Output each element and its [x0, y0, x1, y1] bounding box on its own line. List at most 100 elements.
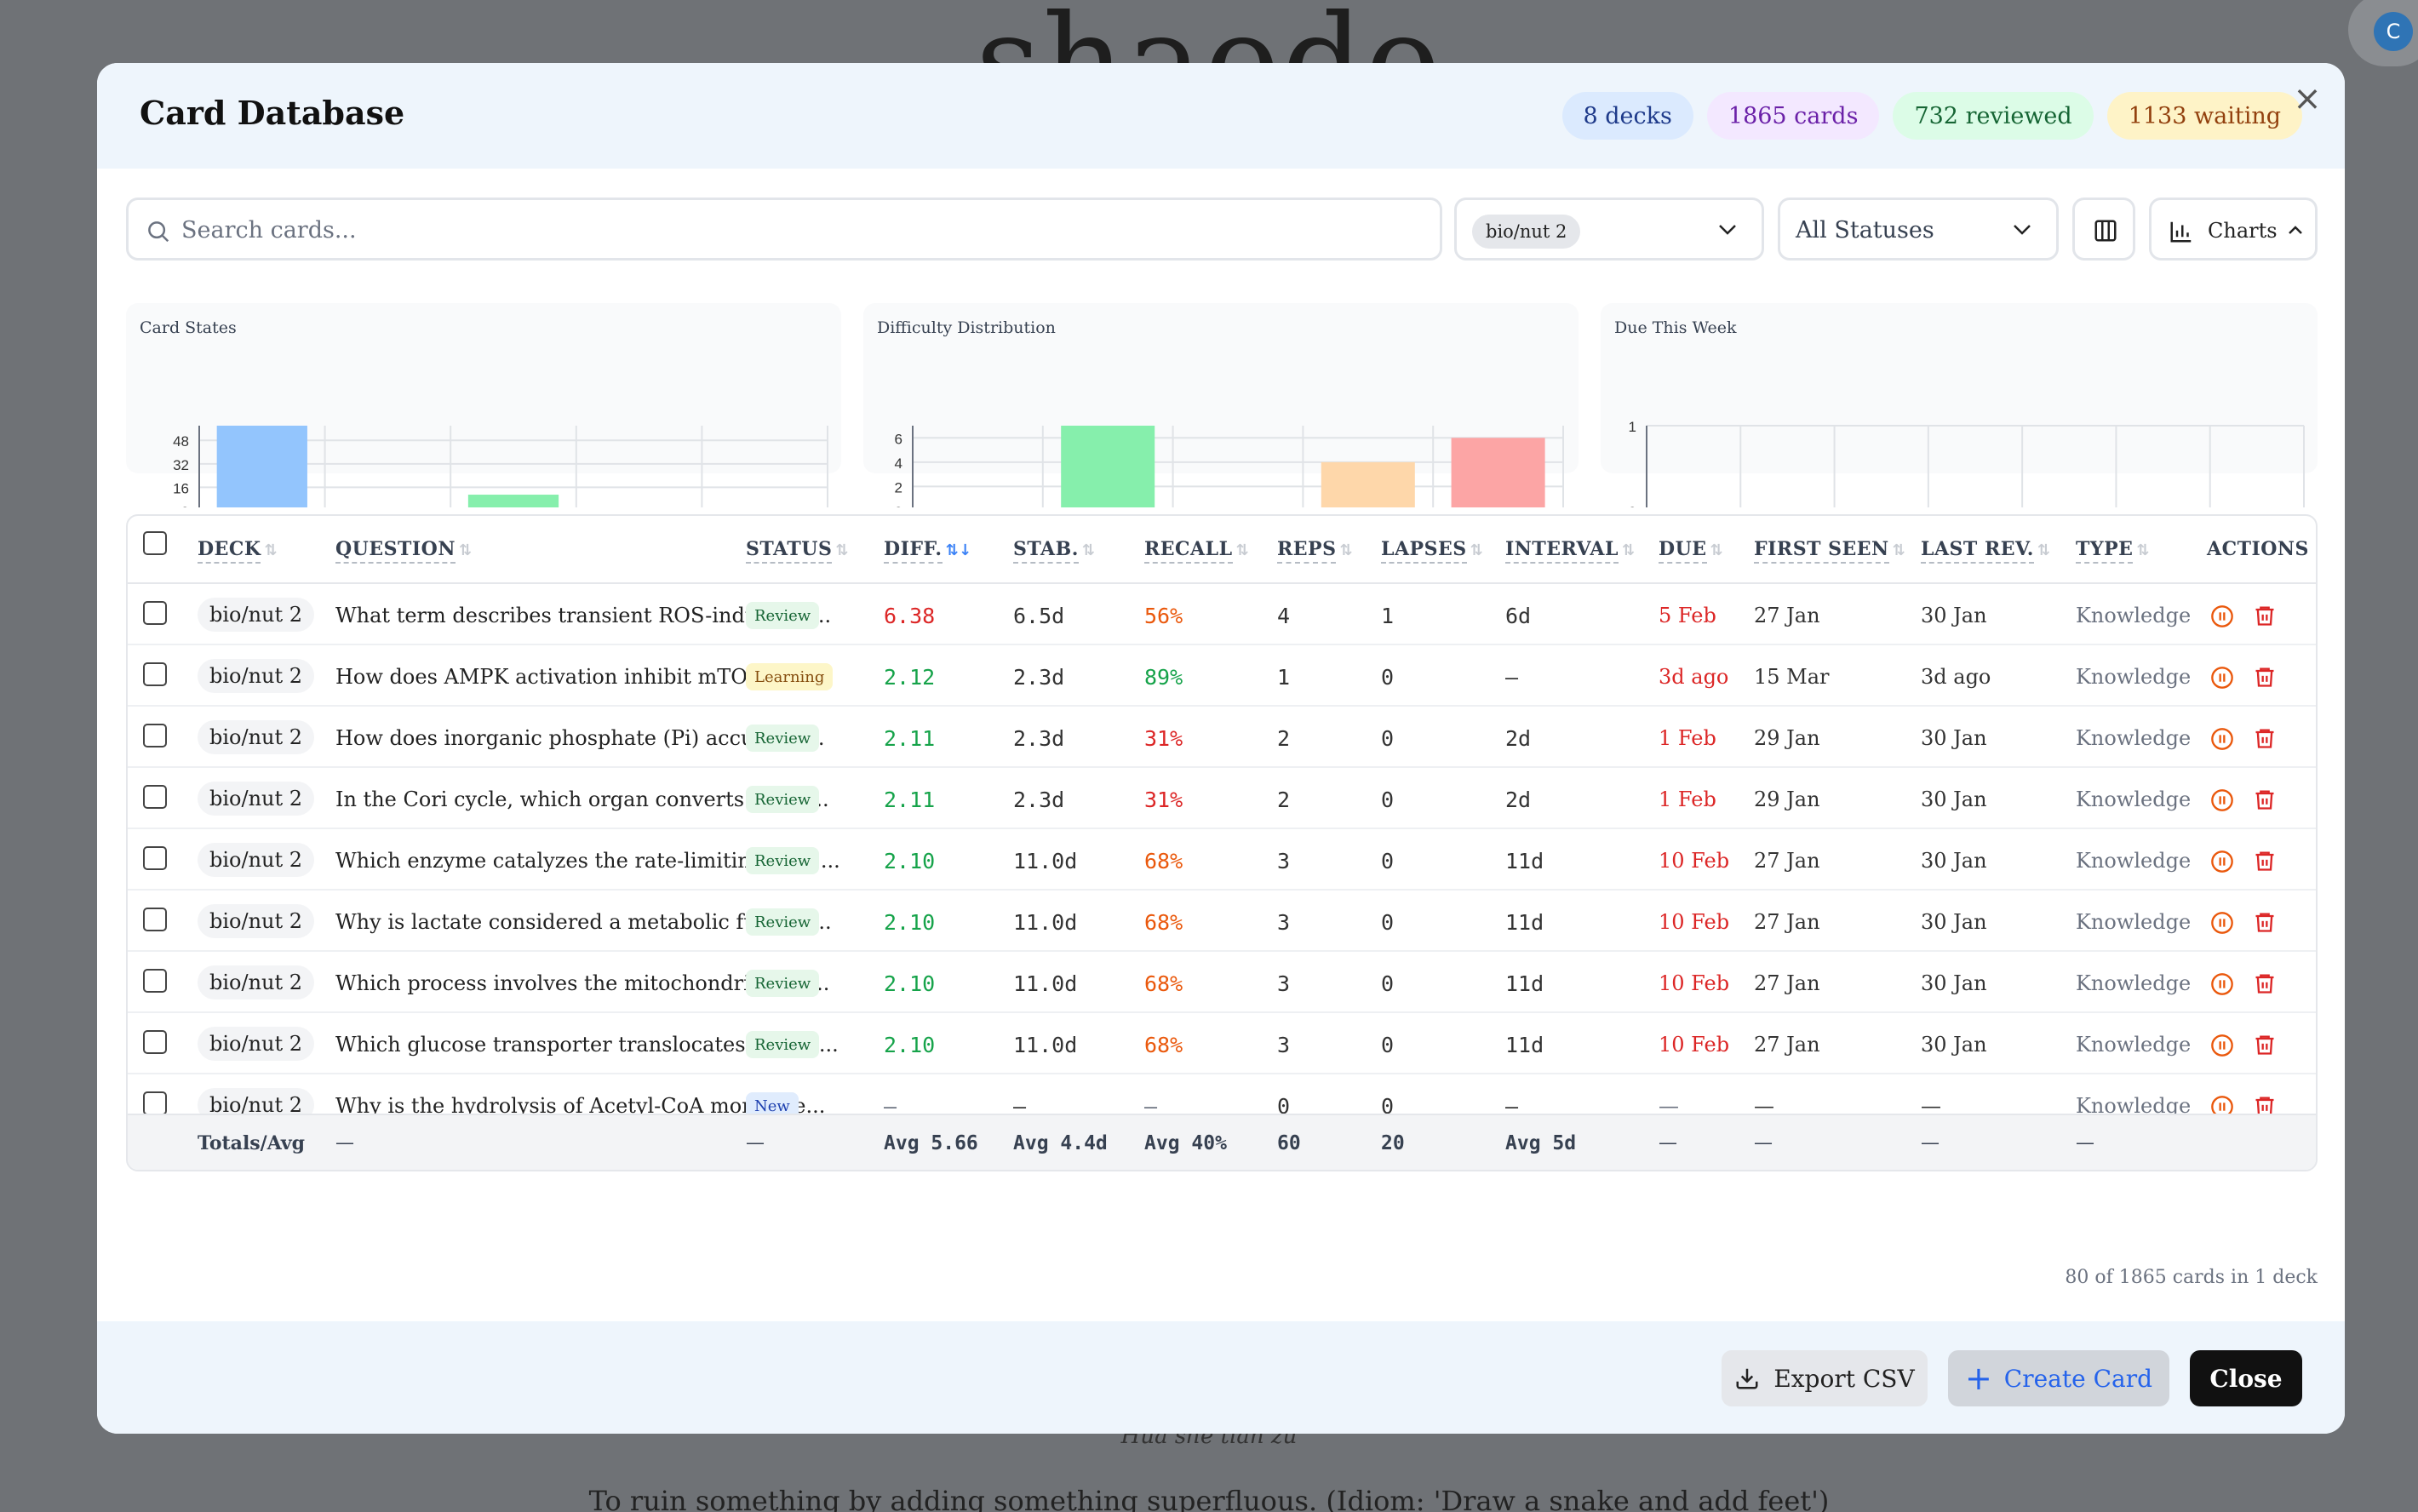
difficulty-distribution-chart: Difficulty Distribution 64200–22–44–66–8…: [863, 303, 1579, 507]
row-checkbox[interactable]: [143, 908, 167, 931]
avatar[interactable]: C: [2374, 12, 2413, 51]
table-row[interactable]: bio/nut 2 How does AMPK activation inhibi…: [128, 645, 2316, 707]
recall-cell: 31%: [1144, 788, 1183, 812]
header-diff[interactable]: DIFF. ⇅↓: [884, 538, 972, 564]
stability-cell: 11.0d: [1013, 849, 1078, 873]
interval-cell: 11d: [1505, 910, 1544, 935]
columns-button[interactable]: [2072, 198, 2135, 261]
y-tick-label: 16: [173, 480, 189, 496]
header-due[interactable]: DUE ⇅: [1659, 538, 1723, 564]
difficulty-cell: 2.12: [884, 665, 936, 690]
type-cell: Knowledge: [2076, 849, 2192, 873]
table-row[interactable]: bio/nut 2 How does inorganic phosphate (P…: [128, 707, 2316, 768]
suspend-icon[interactable]: [2210, 666, 2234, 690]
row-checkbox[interactable]: [143, 846, 167, 870]
totals-stab: Avg 4.4d: [1013, 1132, 1108, 1154]
header-stab[interactable]: STAB. ⇅: [1013, 538, 1095, 564]
table-row[interactable]: bio/nut 2 Which process involves the mito…: [128, 952, 2316, 1013]
header-status[interactable]: STATUS ⇅: [746, 538, 849, 564]
search-input[interactable]: [181, 210, 1424, 249]
status-badge: Review: [746, 908, 820, 936]
last-review-cell: 30 Jan: [1921, 788, 1987, 811]
type-cell: Knowledge: [2076, 604, 2192, 627]
suspend-icon[interactable]: [2210, 911, 2234, 935]
question-cell[interactable]: How does AMPK activation inhibit mTORC..…: [335, 665, 798, 689]
suspend-icon[interactable]: [2210, 604, 2234, 628]
table-row[interactable]: bio/nut 2 Why is lactate considered a met…: [128, 891, 2316, 952]
charts-toggle-button[interactable]: Charts: [2149, 198, 2318, 261]
suspend-icon[interactable]: [2210, 850, 2234, 873]
row-checkbox[interactable]: [143, 662, 167, 686]
header-recall[interactable]: RECALL ⇅: [1144, 538, 1249, 564]
close-icon[interactable]: ×: [2293, 79, 2322, 118]
row-checkbox[interactable]: [143, 1091, 167, 1115]
header-type[interactable]: TYPE ⇅: [2076, 538, 2150, 564]
row-checkbox[interactable]: [143, 724, 167, 747]
header-interval[interactable]: INTERVAL ⇅: [1505, 538, 1636, 564]
header-deck[interactable]: DECK ⇅: [198, 538, 278, 564]
modal-title: Card Database: [140, 94, 405, 132]
recall-cell: 68%: [1144, 971, 1183, 996]
export-csv-button[interactable]: Export CSV: [1722, 1350, 1928, 1406]
due-cell: 10 Feb: [1659, 971, 1730, 995]
row-checkbox[interactable]: [143, 601, 167, 625]
table-totals-row: Totals/Avg — — Avg 5.66 Avg 4.4d Avg 40%…: [128, 1114, 2316, 1170]
difficulty-cell: 2.11: [884, 726, 936, 751]
due-cell: 10 Feb: [1659, 849, 1730, 873]
totals-recall: Avg 40%: [1144, 1132, 1227, 1154]
first-seen-cell: 27 Jan: [1754, 604, 1820, 627]
due-cell: 10 Feb: [1659, 910, 1730, 934]
header-reps[interactable]: REPS ⇅: [1277, 538, 1353, 564]
table-header: DECK ⇅ QUESTION ⇅ STATUS ⇅ DIFF. ⇅↓ STAB. ⇅ R…: [128, 516, 2316, 584]
select-all-checkbox[interactable]: [143, 531, 167, 555]
difficulty-cell: 2.10: [884, 971, 936, 996]
first-seen-cell: 29 Jan: [1754, 726, 1820, 750]
suspend-icon[interactable]: [2210, 788, 2234, 812]
trash-icon[interactable]: [2253, 909, 2277, 935]
row-checkbox[interactable]: [143, 1030, 167, 1054]
trash-icon[interactable]: [2253, 725, 2277, 751]
y-tick-label: 32: [173, 457, 189, 473]
close-button[interactable]: Close: [2190, 1350, 2302, 1406]
row-checkbox[interactable]: [143, 969, 167, 993]
totals-due: —: [1659, 1132, 1677, 1154]
suspend-icon[interactable]: [2210, 727, 2234, 751]
table-row[interactable]: bio/nut 2 What term describes transient R…: [128, 584, 2316, 645]
chart-title: Card States: [140, 318, 237, 337]
y-tick-label: 4: [895, 455, 902, 472]
deck-filter-dropdown[interactable]: bio/nut 2: [1454, 198, 1764, 261]
suspend-icon[interactable]: [2210, 972, 2234, 996]
table-row[interactable]: bio/nut 2 Which enzyme catalyzes the rate…: [128, 829, 2316, 891]
status-filter-value: All Statuses: [1796, 217, 1934, 243]
difficulty-cell: 6.38: [884, 604, 936, 628]
create-card-button[interactable]: + Create Card: [1948, 1350, 2169, 1406]
deck-chip: bio/nut 2: [198, 843, 315, 877]
chevron-down-icon: [2014, 225, 2031, 235]
toolbar: bio/nut 2 All Statuses Charts: [126, 198, 2318, 261]
row-checkbox[interactable]: [143, 785, 167, 809]
chart-title: Due This Week: [1614, 318, 1737, 337]
trash-icon[interactable]: [2253, 603, 2277, 628]
header-first-seen[interactable]: FIRST SEEN ⇅: [1754, 538, 1905, 564]
table-row[interactable]: bio/nut 2 Which glucose transporter trans…: [128, 1013, 2316, 1074]
last-review-cell: 30 Jan: [1921, 1033, 1987, 1057]
stability-cell: 6.5d: [1013, 604, 1065, 628]
type-cell: Knowledge: [2076, 910, 2192, 934]
header-last-rev[interactable]: LAST REV. ⇅: [1921, 538, 2050, 564]
header-lapses[interactable]: LAPSES ⇅: [1381, 538, 1483, 564]
last-review-cell: 30 Jan: [1921, 604, 1987, 627]
status-filter-dropdown[interactable]: All Statuses: [1778, 198, 2059, 261]
card-states-svg: 4832160NewLearningReviewRelearningSusp.: [173, 426, 828, 507]
header-question[interactable]: QUESTION ⇅: [335, 538, 473, 564]
suspend-icon[interactable]: [2210, 1034, 2234, 1057]
question-cell[interactable]: How does inorganic phosphate (Pi) accumu…: [335, 726, 825, 750]
deck-chip: bio/nut 2: [198, 782, 315, 816]
trash-icon[interactable]: [2253, 848, 2277, 873]
stability-cell: 2.3d: [1013, 665, 1065, 690]
trash-icon[interactable]: [2253, 1032, 2277, 1057]
trash-icon[interactable]: [2253, 787, 2277, 812]
trash-icon[interactable]: [2253, 971, 2277, 996]
table-row[interactable]: bio/nut 2 In the Cori cycle, which organ …: [128, 768, 2316, 829]
trash-icon[interactable]: [2253, 664, 2277, 690]
waiting-badge: 1133 waiting: [2106, 92, 2302, 140]
